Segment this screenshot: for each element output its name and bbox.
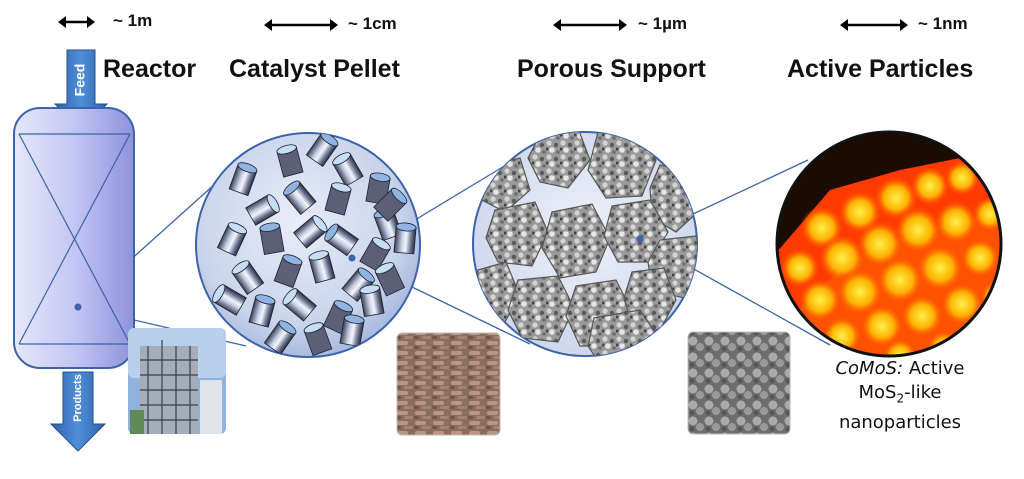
heatmap-hotspot bbox=[916, 244, 964, 292]
products-arrow bbox=[49, 371, 107, 452]
catalyst-cylinder bbox=[231, 260, 265, 295]
caption-line-2: MoS2-like bbox=[812, 381, 988, 411]
refinery-photo bbox=[128, 328, 226, 434]
heatmap-hotspot bbox=[972, 196, 1001, 232]
catalyst-cylinder bbox=[373, 187, 408, 222]
title-porous-support: Porous Support bbox=[517, 55, 706, 83]
scale-label-pellet: ~ 1cm bbox=[348, 14, 397, 33]
catalyst-cylinder bbox=[212, 284, 247, 316]
products-label: Products bbox=[72, 374, 84, 422]
pellet-zoom-point bbox=[348, 254, 356, 262]
catalyst-cylinder bbox=[341, 267, 375, 302]
heatmap-hotspot bbox=[860, 304, 904, 348]
support-zoom-point bbox=[636, 235, 644, 243]
caption-subscript: 2 bbox=[896, 391, 905, 406]
catalyst-cylinder bbox=[282, 288, 317, 322]
heatmap-hotspot bbox=[980, 280, 1001, 312]
heatmap-hotspot bbox=[894, 206, 942, 254]
reactor-zoom-point bbox=[74, 303, 82, 311]
comos-caption: CoMoS: Active MoS2-like nanoparticles bbox=[812, 357, 988, 435]
scale-bar-particles bbox=[840, 19, 908, 31]
pellet-photo bbox=[396, 332, 501, 436]
catalyst-cylinder bbox=[228, 162, 258, 197]
caption-mos: MoS bbox=[858, 382, 897, 403]
heatmap-hotspot bbox=[882, 338, 918, 356]
heatmap-hotspot bbox=[934, 200, 978, 244]
heatmap-hotspot bbox=[944, 160, 980, 196]
heatmap-hotspot bbox=[780, 248, 820, 288]
catalyst-cylinder bbox=[374, 262, 406, 297]
heatmap-hotspot bbox=[960, 238, 1000, 278]
catalyst-cylinder bbox=[273, 254, 303, 289]
catalyst-cylinder bbox=[308, 250, 336, 284]
scale-label-reactor: ~ 1m bbox=[113, 11, 153, 30]
caption-comos-name: CoMoS: bbox=[835, 358, 904, 379]
catalyst-pellet-circle bbox=[195, 132, 421, 358]
title-reactor: Reactor bbox=[103, 55, 197, 83]
catalyst-cylinder bbox=[359, 237, 391, 272]
catalyst-cylinder bbox=[303, 322, 333, 357]
caption-active-word: Active bbox=[908, 358, 965, 379]
catalyst-cylinder bbox=[276, 144, 304, 178]
catalyst-cylinder bbox=[259, 222, 285, 256]
heatmap-hotspot bbox=[940, 282, 984, 326]
feed-label: Feed bbox=[72, 64, 88, 97]
heatmap-hotspot bbox=[856, 220, 904, 268]
scale-label-support: ~ 1µm bbox=[638, 14, 688, 33]
scale-bar-pellet bbox=[264, 19, 338, 31]
reactor-vessel bbox=[13, 107, 135, 369]
caption-line-1: CoMoS: Active bbox=[812, 357, 988, 381]
heatmap-hotspot bbox=[798, 278, 842, 322]
catalyst-cylinder bbox=[339, 314, 365, 348]
catalyst-cylinder bbox=[324, 182, 352, 216]
scale-bar-support bbox=[553, 19, 627, 31]
scale-label-particles: ~ 1nm bbox=[918, 14, 968, 33]
scale-bar-reactor bbox=[58, 16, 95, 28]
catalyst-cylinder bbox=[216, 222, 248, 257]
caption-line-3: nanoparticles bbox=[838, 411, 962, 433]
porous-support-circle bbox=[472, 131, 698, 357]
catalyst-cylinder bbox=[293, 215, 328, 249]
catalyst-cylinder bbox=[332, 152, 364, 187]
catalyst-cylinder bbox=[359, 284, 385, 318]
heatmap-hotspot bbox=[900, 294, 944, 338]
title-active-particles: Active Particles bbox=[787, 55, 974, 83]
title-catalyst-pellet: Catalyst Pellet bbox=[229, 55, 400, 83]
catalyst-cylinder bbox=[248, 294, 276, 328]
catalyst-cylinder bbox=[263, 320, 297, 355]
catalyst-cylinder bbox=[283, 180, 317, 215]
catalyst-cylinder bbox=[245, 194, 280, 226]
catalyst-cylinder bbox=[324, 223, 359, 257]
sem-photo bbox=[687, 331, 791, 435]
heatmap-hotspot bbox=[910, 166, 950, 206]
catalyst-cylinder bbox=[305, 133, 339, 167]
heatmap-hotspot bbox=[836, 268, 884, 316]
active-particles-circle bbox=[775, 130, 1003, 358]
heatmap-hotspot bbox=[876, 256, 924, 304]
caption-like: -like bbox=[904, 382, 942, 403]
zoom-lines bbox=[77, 159, 831, 347]
catalyst-cylinder bbox=[393, 222, 417, 255]
